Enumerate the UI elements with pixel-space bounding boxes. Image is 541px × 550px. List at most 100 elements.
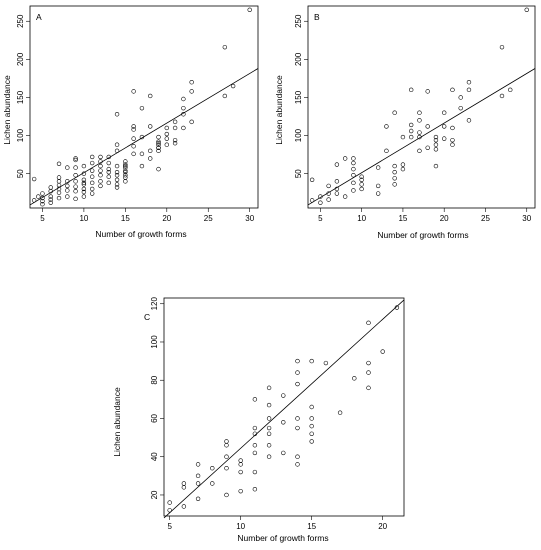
data-point-a	[131, 144, 136, 149]
data-point-a	[222, 44, 228, 50]
data-point-a	[36, 194, 41, 199]
data-point-b	[450, 87, 455, 93]
data-point-b	[442, 136, 447, 141]
data-point-a	[106, 154, 111, 160]
data-point-b	[508, 87, 513, 93]
data-point-a	[114, 142, 120, 147]
data-point-b	[375, 165, 381, 170]
data-point-b	[334, 191, 340, 196]
x-axis-label-c: Number of growth forms	[237, 533, 328, 543]
data-point-b	[458, 105, 463, 111]
data-point-b	[466, 87, 472, 93]
data-point-c	[281, 420, 286, 425]
data-point-b	[392, 163, 397, 169]
data-point-c	[366, 320, 371, 326]
data-point-a	[148, 124, 153, 129]
y-tick-label-c: 60	[150, 413, 159, 422]
x-tick-label-a: 25	[204, 214, 213, 223]
data-point-c	[238, 462, 243, 467]
data-point-c	[295, 462, 300, 467]
data-point-a	[40, 201, 45, 207]
data-point-b	[433, 147, 439, 152]
data-point-b	[351, 166, 356, 172]
data-point-b	[400, 162, 406, 167]
y-tick-label-c: 120	[150, 297, 159, 311]
data-point-a	[56, 190, 62, 195]
data-point-a	[123, 179, 128, 184]
data-point-a	[106, 166, 111, 172]
data-point-b	[375, 191, 381, 196]
data-point-a	[40, 191, 45, 196]
data-point-a	[65, 183, 70, 189]
data-point-a	[181, 125, 186, 131]
data-point-a	[31, 198, 37, 203]
data-point-c	[295, 370, 300, 375]
data-point-a	[73, 165, 78, 170]
data-point-c	[181, 481, 187, 486]
data-point-a	[106, 180, 111, 186]
data-point-a	[114, 112, 120, 117]
data-point-a	[73, 156, 78, 161]
data-point-c	[309, 404, 314, 410]
data-point-a	[98, 159, 103, 164]
data-point-a	[73, 189, 78, 194]
data-point-a	[156, 142, 161, 147]
data-point-b	[524, 7, 529, 13]
data-point-c	[252, 397, 258, 402]
y-tick-label-c: 80	[150, 375, 159, 384]
data-point-a	[89, 186, 95, 192]
data-point-a	[98, 173, 103, 178]
data-point-b	[359, 182, 364, 187]
data-point-b	[450, 125, 455, 131]
data-point-c	[210, 465, 215, 471]
data-point-c	[352, 376, 357, 381]
x-tick-label-a: 15	[121, 214, 130, 223]
x-axis-label-a: Number of growth forms	[95, 229, 186, 239]
data-point-a	[81, 182, 87, 187]
data-point-a	[65, 165, 70, 170]
data-point-b	[351, 173, 356, 178]
data-point-a	[65, 194, 70, 199]
data-point-a	[131, 124, 136, 129]
panel-letter-a: A	[36, 12, 42, 22]
data-point-c	[224, 443, 229, 448]
data-point-a	[139, 105, 145, 111]
data-point-a	[156, 166, 161, 172]
x-tick-label-a: 10	[79, 214, 88, 223]
data-point-c	[266, 454, 272, 459]
data-point-b	[392, 169, 397, 175]
data-point-c	[252, 450, 258, 456]
data-point-a	[114, 185, 120, 190]
data-point-c	[252, 431, 258, 436]
data-point-b	[417, 118, 422, 123]
data-point-b	[450, 137, 455, 143]
data-point-c	[295, 381, 300, 387]
data-point-a	[114, 177, 120, 182]
data-point-a	[98, 168, 103, 173]
data-point-c	[224, 454, 229, 459]
data-point-a	[56, 175, 62, 180]
data-point-a	[89, 180, 95, 186]
data-point-b	[309, 198, 315, 203]
data-point-a	[172, 141, 178, 146]
data-point-a	[172, 137, 178, 143]
data-point-b	[392, 176, 397, 181]
data-point-a	[48, 200, 53, 205]
data-point-c	[181, 485, 187, 490]
data-point-a	[40, 198, 45, 204]
data-point-a	[189, 119, 194, 125]
data-point-a	[123, 168, 128, 173]
data-point-c	[181, 504, 187, 509]
data-point-b	[433, 134, 439, 140]
data-point-c	[266, 431, 272, 436]
data-point-a	[148, 148, 153, 154]
data-point-a	[56, 182, 62, 188]
data-point-a	[148, 156, 153, 161]
data-point-b	[425, 124, 430, 129]
data-point-a	[114, 148, 120, 154]
data-point-b	[400, 166, 406, 172]
data-point-a	[89, 160, 95, 166]
data-point-c	[266, 416, 272, 421]
x-tick-label-a: 5	[40, 214, 45, 223]
data-point-a	[98, 163, 103, 169]
